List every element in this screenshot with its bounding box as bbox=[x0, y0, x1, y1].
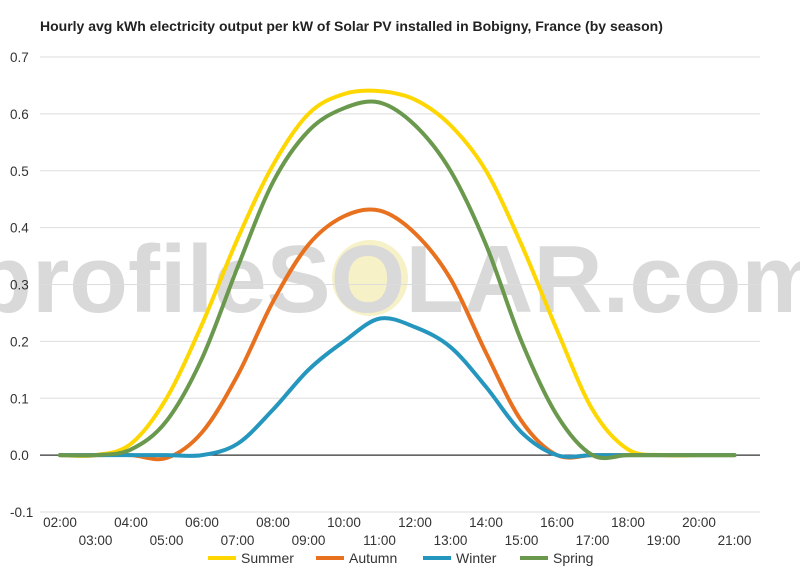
x-tick-label: 09:00 bbox=[292, 533, 326, 548]
x-tick-label: 06:00 bbox=[185, 515, 219, 530]
legend-label-autumn: Autumn bbox=[349, 550, 397, 566]
chart-title: Hourly avg kWh electricity output per kW… bbox=[40, 18, 663, 34]
x-tick-label: 18:00 bbox=[611, 515, 645, 530]
legend-label-spring: Spring bbox=[553, 550, 593, 566]
x-tick-label: 15:00 bbox=[505, 533, 539, 548]
y-axis: 0.7 0.6 0.5 0.4 0.3 0.2 0.1 0.0 -0.1 bbox=[10, 50, 33, 520]
x-tick-label: 11:00 bbox=[363, 533, 396, 548]
x-tick-label: 20:00 bbox=[682, 515, 716, 530]
legend: Summer Autumn Winter Spring bbox=[208, 550, 593, 566]
x-tick-label: 02:00 bbox=[43, 515, 77, 530]
x-tick-label: 13:00 bbox=[434, 533, 468, 548]
x-tick-label: 07:00 bbox=[221, 533, 255, 548]
x-tick-label: 10:00 bbox=[327, 515, 361, 530]
gridlines bbox=[40, 56, 760, 513]
y-tick-label: 0.5 bbox=[10, 164, 29, 179]
legend-label-winter: Winter bbox=[456, 550, 497, 566]
watermark-sun bbox=[332, 240, 408, 316]
x-tick-label: 16:00 bbox=[540, 515, 574, 530]
y-tick-label: 0.3 bbox=[10, 278, 29, 293]
y-tick-label: -0.1 bbox=[10, 505, 33, 520]
series-line-spring bbox=[58, 99, 737, 461]
x-tick-label: 21:00 bbox=[718, 533, 752, 548]
x-tick-label: 12:00 bbox=[398, 515, 432, 530]
x-tick-label: 17:00 bbox=[576, 533, 610, 548]
series-lines bbox=[58, 88, 737, 462]
series-line-summer bbox=[58, 88, 737, 458]
series-line-winter bbox=[58, 316, 737, 459]
x-tick-label: 19:00 bbox=[647, 533, 681, 548]
watermark-text: profileSOLAR.com bbox=[0, 226, 800, 333]
x-axis: 02:0003:0004:0005:0006:0007:0008:0009:00… bbox=[43, 515, 751, 548]
x-tick-label: 14:00 bbox=[469, 515, 503, 530]
x-tick-label: 08:00 bbox=[256, 515, 290, 530]
y-tick-label: 0.2 bbox=[10, 334, 29, 349]
x-tick-label: 03:00 bbox=[79, 533, 113, 548]
y-tick-label: 0.4 bbox=[10, 221, 29, 236]
y-tick-label: 0.6 bbox=[10, 107, 29, 122]
y-tick-label: 0.1 bbox=[10, 391, 29, 406]
y-tick-label: 0.0 bbox=[10, 448, 29, 463]
watermark: profileSOLAR.com bbox=[0, 226, 800, 333]
x-tick-label: 04:00 bbox=[114, 515, 148, 530]
y-tick-label: 0.7 bbox=[10, 50, 29, 65]
legend-label-summer: Summer bbox=[241, 550, 294, 566]
x-tick-label: 05:00 bbox=[150, 533, 184, 548]
